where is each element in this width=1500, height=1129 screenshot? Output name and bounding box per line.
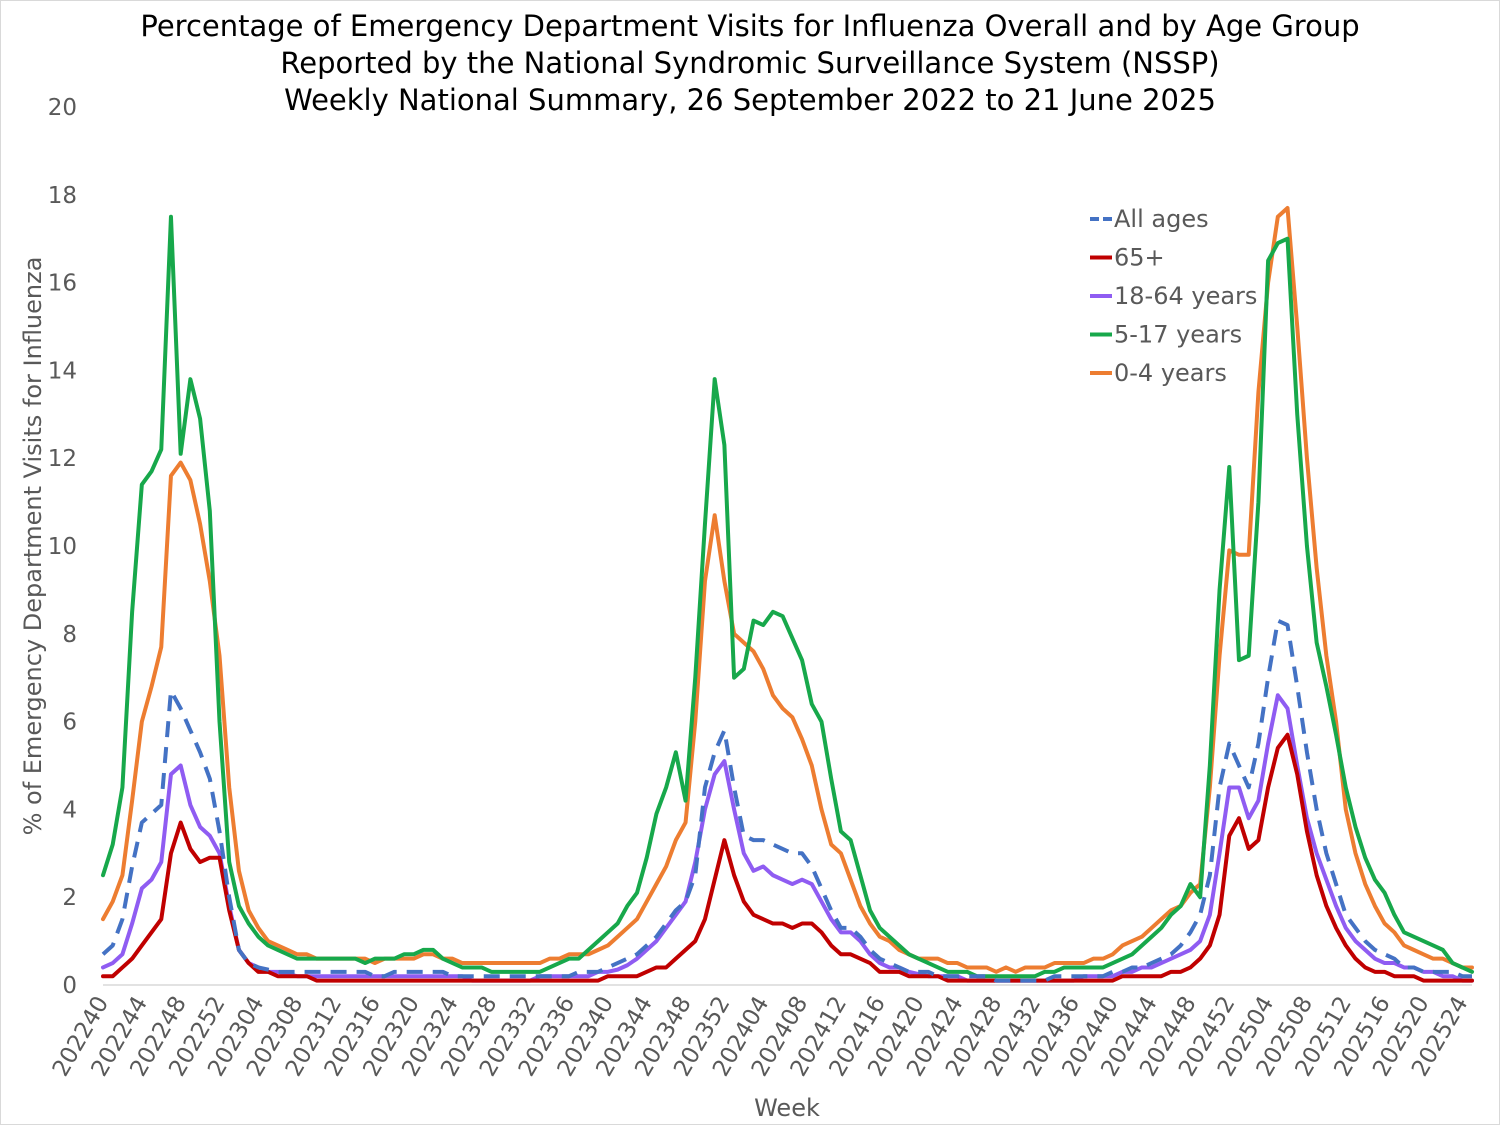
- y-tick-label: 2: [62, 885, 77, 911]
- line-series: [101, 618, 1472, 983]
- y-tick-label: 0: [62, 973, 77, 999]
- line-series: [101, 214, 1474, 979]
- line-series: [101, 732, 1474, 983]
- y-tick-label: 6: [62, 710, 77, 736]
- y-tick-label: 4: [62, 797, 77, 823]
- chart-title: Reported by the National Syndromic Surve…: [280, 46, 1219, 80]
- chart-title: Percentage of Emergency Department Visit…: [140, 9, 1359, 43]
- y-tick-label: 20: [48, 95, 77, 121]
- chart-title: Weekly National Summary, 26 September 20…: [284, 83, 1216, 117]
- x-axis-title: Week: [754, 1094, 820, 1122]
- legend-label: 5-17 years: [1114, 321, 1242, 349]
- y-tick-label: 18: [48, 183, 77, 209]
- legend-label: 0-4 years: [1114, 359, 1227, 387]
- y-tick-label: 16: [48, 271, 77, 297]
- y-axis-title: % of Emergency Department Visits for Inf…: [19, 257, 47, 836]
- legend-label: 18-64 years: [1114, 282, 1257, 310]
- y-tick-label: 12: [48, 446, 77, 472]
- line-series: [101, 693, 1474, 983]
- legend-label: 65+: [1114, 244, 1165, 272]
- legend-label: All ages: [1114, 205, 1209, 233]
- y-tick-label: 10: [48, 534, 77, 560]
- y-tick-label: 14: [48, 358, 77, 384]
- y-tick-label: 8: [62, 622, 77, 648]
